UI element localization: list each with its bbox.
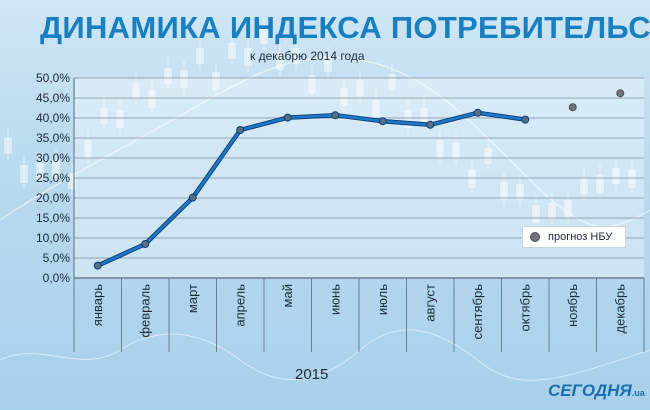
deco-candle bbox=[516, 184, 524, 200]
x-tick-label: декабрь bbox=[612, 284, 627, 334]
deco-candle bbox=[372, 100, 380, 118]
legend-marker-icon bbox=[530, 232, 540, 242]
x-tick-label: июль bbox=[375, 284, 390, 315]
data-point bbox=[283, 113, 292, 122]
y-tick-label: 15,0% bbox=[36, 211, 70, 225]
deco-candle bbox=[628, 170, 636, 188]
data-point bbox=[93, 261, 102, 270]
data-point bbox=[426, 120, 435, 129]
x-tick-label: август bbox=[422, 284, 437, 322]
deco-candle bbox=[420, 108, 428, 124]
deco-candle bbox=[500, 182, 508, 200]
y-tick-label: 50,0% bbox=[36, 71, 70, 85]
deco-candle bbox=[4, 138, 12, 154]
deco-candle bbox=[276, 52, 284, 70]
deco-candle bbox=[228, 43, 236, 59]
x-tick-label: июнь bbox=[327, 284, 342, 315]
y-tick-label: 30,0% bbox=[36, 151, 70, 165]
deco-candle bbox=[196, 48, 204, 64]
deco-candle bbox=[468, 170, 476, 188]
deco-candle bbox=[68, 173, 76, 189]
y-tick-label: 45,0% bbox=[36, 91, 70, 105]
deco-curve bbox=[0, 56, 650, 227]
deco-candle bbox=[36, 163, 44, 179]
deco-candle bbox=[484, 148, 492, 164]
deco-candle bbox=[116, 110, 124, 128]
deco-candle bbox=[356, 80, 364, 96]
deco-candle bbox=[132, 83, 140, 99]
data-point bbox=[188, 193, 197, 202]
deco-candle bbox=[596, 175, 604, 193]
deco-candle bbox=[212, 72, 220, 90]
deco-candle bbox=[580, 178, 588, 194]
deco-candle bbox=[452, 143, 460, 159]
brand-logo-suffix: .ua bbox=[631, 388, 645, 398]
data-point bbox=[378, 117, 387, 126]
y-tick-label: 20,0% bbox=[36, 191, 70, 205]
deco-candle bbox=[532, 205, 540, 223]
deco-candle bbox=[564, 200, 572, 218]
deco-candle bbox=[148, 90, 156, 108]
background-decoration bbox=[0, 18, 650, 381]
deco-candle bbox=[548, 203, 556, 219]
x-tick-label: сентябрь bbox=[470, 284, 485, 340]
x-axis-label: 2015 bbox=[295, 366, 329, 383]
x-tick-label: февраль bbox=[137, 284, 152, 338]
y-tick-labels: 0,0% 5,0% 10,0% 15,0% 20,0% 25,0% 30,0% 35,0% 40… bbox=[36, 71, 70, 285]
deco-candle bbox=[164, 68, 172, 84]
data-point bbox=[331, 111, 340, 120]
deco-candle bbox=[244, 48, 252, 66]
deco-candle bbox=[180, 70, 188, 88]
deco-candle bbox=[436, 140, 444, 158]
deco-candle bbox=[84, 140, 92, 158]
deco-candle bbox=[340, 88, 348, 106]
y-tick-label: 5,0% bbox=[43, 251, 71, 265]
brand-logo-text: СЕГОДНЯ bbox=[548, 381, 632, 400]
deco-curve-bottom bbox=[0, 329, 650, 381]
x-tick-label: ноябрь bbox=[565, 284, 580, 327]
data-point bbox=[236, 126, 245, 134]
y-tick-label: 40,0% bbox=[36, 111, 70, 125]
legend-label: прогноз НБУ bbox=[548, 231, 613, 243]
data-point bbox=[473, 108, 482, 117]
deco-candle bbox=[324, 56, 332, 72]
data-point bbox=[141, 240, 150, 248]
forecast-point bbox=[616, 89, 625, 98]
series-line bbox=[97, 111, 526, 267]
x-tick-label: март bbox=[185, 284, 200, 313]
x-tick-label: апрель bbox=[232, 284, 247, 327]
forecast-point bbox=[568, 103, 577, 112]
y-tick-label: 0,0% bbox=[43, 271, 71, 285]
chart-subtitle: к декабрю 2014 года bbox=[250, 49, 365, 63]
deco-candle bbox=[388, 74, 396, 90]
y-tick-label: 25,0% bbox=[36, 171, 70, 185]
series-layer bbox=[93, 89, 625, 270]
brand-logo: СЕГОДНЯ.ua bbox=[548, 381, 645, 401]
legend: прогноз НБУ bbox=[522, 226, 626, 248]
deco-candle bbox=[260, 28, 268, 44]
x-tick-labels: январь февраль март апрель май июнь июль август… bbox=[90, 284, 628, 340]
x-tick-label: октябрь bbox=[517, 284, 532, 332]
deco-candle bbox=[20, 165, 28, 183]
deco-candle bbox=[308, 75, 316, 93]
x-tick-label: январь bbox=[90, 284, 105, 326]
x-tick-label: май bbox=[280, 284, 295, 307]
chart-title: ДИНАМИКА ИНДЕКСА ПОТРЕБИТЕЛЬСКИХ ЦЕН, bbox=[40, 10, 650, 45]
deco-candle bbox=[404, 110, 412, 128]
deco-candle bbox=[612, 168, 620, 184]
y-tick-label: 35,0% bbox=[36, 131, 70, 145]
data-point bbox=[521, 115, 530, 124]
deco-candle bbox=[52, 160, 60, 178]
deco-candle bbox=[100, 108, 108, 124]
y-tick-label: 10,0% bbox=[36, 231, 70, 245]
deco-candle bbox=[292, 48, 300, 64]
